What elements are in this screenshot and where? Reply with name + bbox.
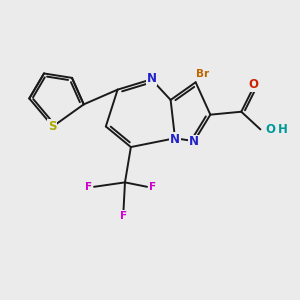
Text: S: S: [48, 120, 56, 133]
Text: N: N: [146, 72, 157, 85]
Text: N: N: [189, 135, 199, 148]
Text: O: O: [248, 78, 258, 91]
Text: F: F: [149, 182, 156, 192]
Text: O: O: [266, 123, 276, 136]
Text: H: H: [278, 123, 288, 136]
Text: F: F: [85, 182, 92, 192]
Text: F: F: [120, 211, 127, 221]
Text: Br: Br: [196, 69, 210, 79]
Text: N: N: [170, 133, 180, 146]
